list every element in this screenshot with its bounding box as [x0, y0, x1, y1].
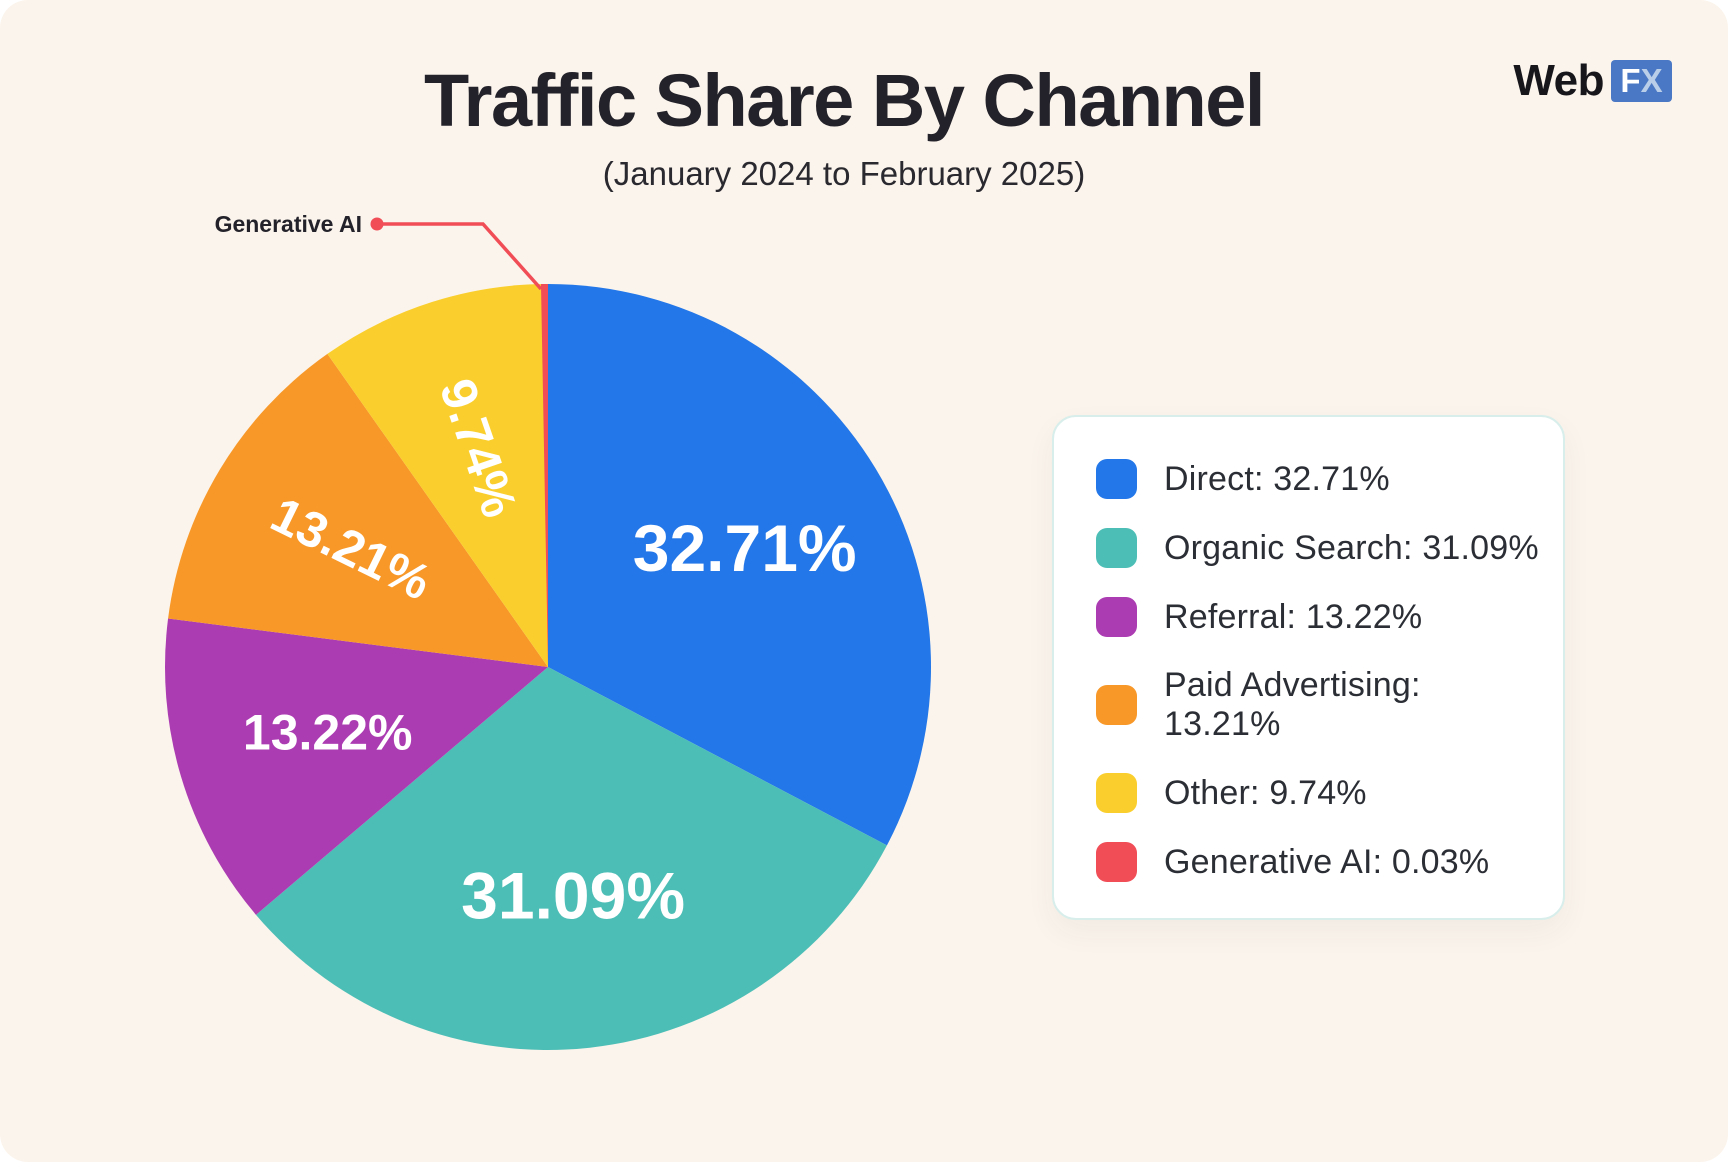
- logo-x-letter: X: [1640, 62, 1663, 99]
- legend-row-referral: Referral: 13.22%: [1096, 597, 1539, 637]
- callout-line: [377, 222, 543, 291]
- slice-label-referral: 13.22%: [243, 704, 413, 760]
- legend-label-paid-advertising: Paid Advertising: 13.21%: [1164, 666, 1421, 743]
- legend-row-paid-advertising: Paid Advertising: 13.21%: [1096, 666, 1539, 744]
- pie-slice-referral: [164, 618, 549, 915]
- legend-row-organic-search: Organic Search: 31.09%: [1096, 528, 1539, 568]
- callout-dot: [370, 217, 384, 231]
- legend-swatch-generative-ai: [1096, 842, 1137, 882]
- legend-swatch-referral: [1096, 597, 1137, 637]
- page-subtitle: (January 2024 to February 2025): [602, 155, 1086, 192]
- pie-slice-generative-ai: [540, 283, 548, 667]
- legend-swatch-direct: [1096, 459, 1137, 499]
- legend-label-generative-ai: Generative AI: 0.03%: [1164, 842, 1490, 881]
- legend-swatch-organic-search: [1096, 528, 1137, 568]
- header: Traffic Share By Channel (January 2024 t…: [0, 0, 1728, 193]
- page-title: Traffic Share By Channel: [424, 59, 1265, 142]
- legend-row-other: Other: 9.74%: [1096, 773, 1539, 813]
- legend-swatch-paid-advertising: [1096, 685, 1137, 725]
- legend-label-organic-search: Organic Search: 31.09%: [1164, 528, 1539, 567]
- legend-card: Direct: 32.71% Organic Search: 31.09% Refe…: [1052, 415, 1565, 920]
- legend-label-direct: Direct: 32.71%: [1164, 459, 1390, 498]
- pie-slice-paid-advertising: [168, 353, 548, 667]
- pie-slice-direct: [548, 284, 932, 846]
- slice-label-direct: 32.71%: [633, 511, 857, 585]
- pie-slice-other: [327, 284, 548, 667]
- legend-label-other: Other: 9.74%: [1164, 773, 1367, 812]
- legend-row-generative-ai: Generative AI: 0.03%: [1096, 842, 1539, 882]
- pie-slices-group: [164, 283, 932, 1051]
- logo-f-letter: F: [1620, 62, 1641, 99]
- slice-label-organic-search: 31.09%: [461, 858, 685, 932]
- callout-label: Generative AI: [214, 211, 362, 237]
- legend-label-referral: Referral: 13.22%: [1164, 597, 1423, 636]
- logo-web-text: Web: [1513, 56, 1604, 105]
- legend-swatch-other: [1096, 773, 1137, 813]
- legend-row-direct: Direct: 32.71%: [1096, 459, 1539, 499]
- pie-slice-organic-search: [255, 667, 887, 1051]
